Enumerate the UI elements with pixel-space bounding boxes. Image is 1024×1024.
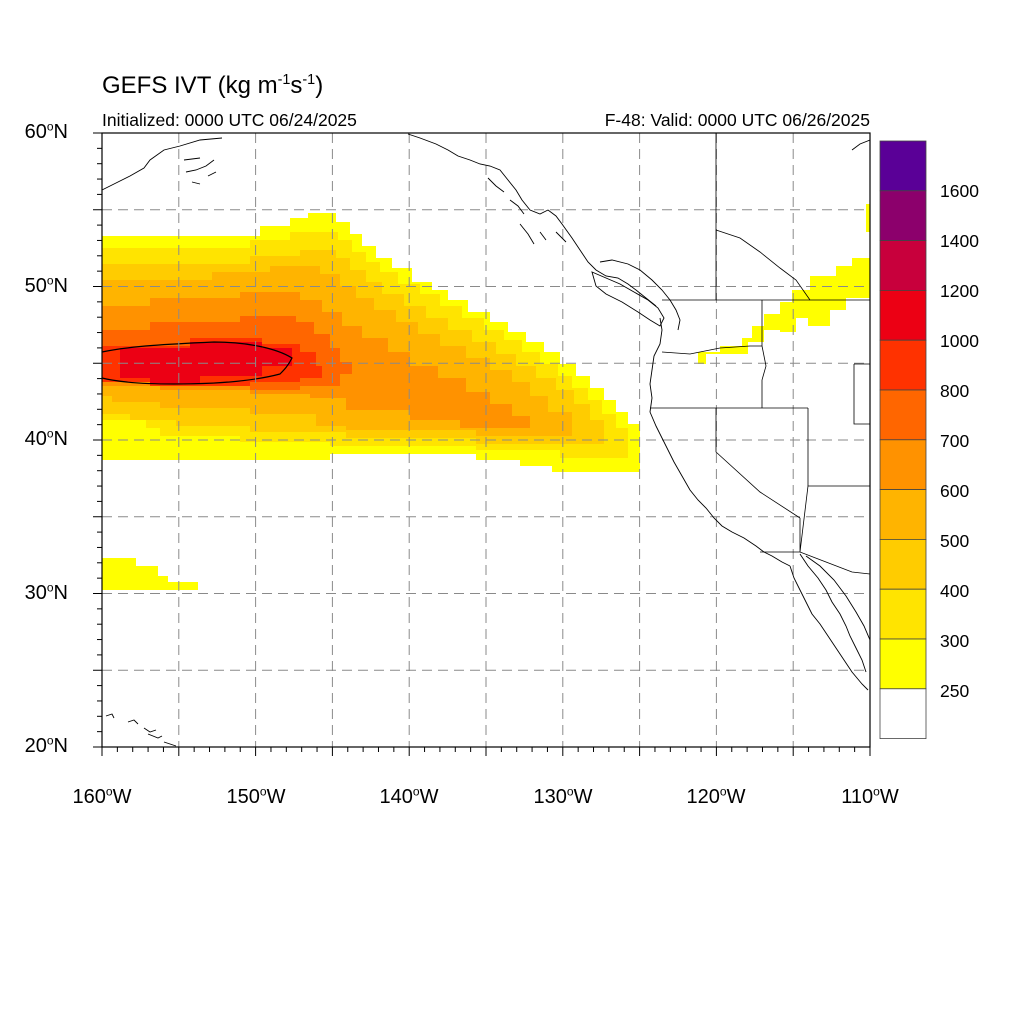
colorbar-label: 600 bbox=[940, 481, 970, 501]
mainland-mexico bbox=[805, 555, 870, 641]
political-borders bbox=[650, 133, 870, 575]
bc-coast bbox=[599, 259, 681, 331]
colorbar-swatch bbox=[879, 539, 927, 590]
mexico-border bbox=[760, 551, 870, 575]
colorbar-swatch bbox=[879, 489, 927, 540]
colorbar-label: 500 bbox=[940, 531, 970, 551]
alaska-panhandle bbox=[407, 133, 657, 307]
colorbar-label: 700 bbox=[940, 431, 970, 451]
montana-border bbox=[853, 363, 870, 425]
colorbar-swatch bbox=[879, 339, 927, 391]
alaska-islands bbox=[183, 157, 217, 185]
colorbar-label: 1200 bbox=[940, 281, 979, 301]
lat-label-40: 40oN bbox=[24, 426, 68, 450]
baja-gulf-side bbox=[799, 553, 867, 673]
colorbar-label: 300 bbox=[940, 631, 970, 651]
lat-label-20: 20oN bbox=[24, 733, 68, 757]
ivt-250-inland-region bbox=[698, 258, 870, 364]
colorbar-swatch bbox=[879, 638, 927, 690]
colorbar-swatch bbox=[879, 588, 927, 640]
wa-or-border bbox=[661, 345, 762, 355]
or-id-border bbox=[761, 345, 767, 408]
baja-california bbox=[789, 565, 869, 691]
initialized-time: Initialized: 0000 UTC 06/24/2025 bbox=[102, 110, 357, 130]
figure-title: GEFS IVT (kg m-1s-1) bbox=[102, 72, 324, 99]
colorbar-label: 800 bbox=[940, 381, 970, 401]
colorbar-label: 1000 bbox=[940, 331, 979, 351]
lon-label-150w: 150oW bbox=[226, 784, 286, 808]
hudson-coast bbox=[851, 139, 870, 151]
coastlines bbox=[102, 133, 870, 747]
colorbar-label: 400 bbox=[940, 581, 970, 601]
ca-nv-border bbox=[715, 408, 801, 519]
colorbar-label: 250 bbox=[940, 681, 970, 701]
ivt-250-edge-region bbox=[866, 204, 870, 232]
colorbar-swatch bbox=[879, 688, 927, 739]
lon-label-140w: 140oW bbox=[379, 784, 439, 808]
lat-label-60: 60oN bbox=[24, 119, 68, 143]
colorbar-swatch bbox=[879, 240, 927, 291]
lon-label-120w: 120oW bbox=[686, 784, 746, 808]
vancouver-island bbox=[591, 271, 665, 327]
az-border bbox=[799, 485, 870, 553]
valid-time: F-48: Valid: 0000 UTC 06/26/2025 bbox=[604, 110, 870, 130]
colorbar-swatch bbox=[879, 190, 927, 242]
alaska-coast bbox=[102, 137, 223, 191]
axis-ticks bbox=[93, 132, 871, 756]
ivt-250-south-region bbox=[102, 558, 198, 590]
colorbar-swatch bbox=[879, 289, 927, 341]
lon-label-110w: 110oW bbox=[841, 784, 899, 808]
graticule bbox=[102, 133, 870, 747]
lon-label-160w: 160oW bbox=[72, 784, 132, 808]
colorbar-swatch bbox=[879, 389, 927, 441]
lat-label-30: 30oN bbox=[24, 580, 68, 604]
alberta-bc bbox=[715, 229, 811, 301]
lat-label-50: 50oN bbox=[24, 273, 68, 297]
alaska-panhandle-islands bbox=[487, 177, 567, 245]
ivt-contour-1000 bbox=[102, 341, 293, 385]
us-west-coast bbox=[649, 317, 791, 567]
colorbar-label: 1400 bbox=[940, 231, 979, 251]
lon-label-130w: 130oW bbox=[533, 784, 593, 808]
colorbar bbox=[879, 140, 927, 739]
colorbar-swatch bbox=[879, 439, 927, 490]
hawaii-islands bbox=[105, 713, 177, 747]
colorbar-swatch bbox=[879, 140, 927, 192]
colorbar-label: 1600 bbox=[940, 181, 979, 201]
ivt-shading bbox=[102, 204, 870, 590]
